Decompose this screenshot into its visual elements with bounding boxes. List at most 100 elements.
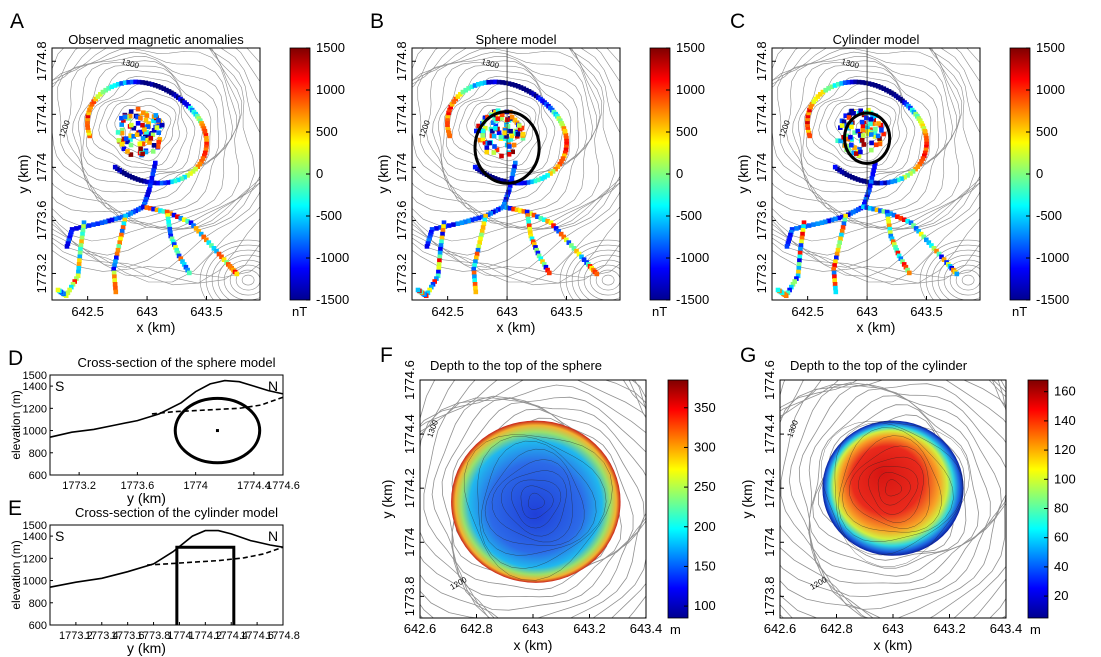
anomaly-cell xyxy=(855,128,861,134)
x-tick-label: 1774.2 xyxy=(189,630,223,642)
anomaly-cell xyxy=(138,115,143,121)
anomaly-cell xyxy=(195,164,201,169)
topo-contour xyxy=(52,48,260,256)
anomaly-cell xyxy=(934,248,939,254)
anomaly-cell xyxy=(496,130,502,135)
anomaly-cell xyxy=(526,89,532,94)
anomaly-cell xyxy=(529,179,534,185)
y-tick-label: 1200 xyxy=(23,403,47,415)
anomaly-cell xyxy=(472,164,478,170)
anomaly-cell xyxy=(119,115,124,121)
colorbar-unit: nT xyxy=(292,304,307,319)
anomaly-cell xyxy=(79,239,84,244)
colorbar-unit: m xyxy=(1030,622,1041,637)
topo-contour xyxy=(82,70,204,180)
colorbar xyxy=(1027,379,1049,619)
anomaly-cell xyxy=(128,211,133,216)
anomaly-cell xyxy=(501,204,506,210)
topo-contour xyxy=(786,55,947,203)
anomaly-cell xyxy=(166,220,171,225)
anomaly-cell xyxy=(524,209,530,215)
anomaly-cell xyxy=(885,213,890,218)
anomaly-cell xyxy=(838,138,843,144)
anomaly-cell xyxy=(430,282,436,287)
anomaly-cell xyxy=(829,217,835,223)
anomaly-cell xyxy=(811,99,817,104)
anomaly-cell xyxy=(502,202,507,207)
anomaly-cell xyxy=(161,209,167,214)
anomaly-cell xyxy=(916,228,921,234)
colorbar-tick-label: 500 xyxy=(1036,124,1058,139)
anomaly-cell xyxy=(564,135,569,141)
anomaly-cell xyxy=(449,102,455,107)
inner-contour xyxy=(821,420,970,567)
topo-contour xyxy=(780,380,1006,618)
anomaly-cell xyxy=(856,207,861,212)
topo-contour xyxy=(431,395,646,611)
anomaly-cell xyxy=(913,226,919,231)
anomaly-cell xyxy=(166,89,172,94)
anomaly-cell xyxy=(923,133,929,138)
anomaly-cell xyxy=(85,116,90,122)
anomaly-cell xyxy=(89,102,95,107)
anomaly-cell xyxy=(807,107,812,113)
anomaly-cell xyxy=(185,267,190,273)
topo-contour xyxy=(52,48,260,242)
anomaly-cell xyxy=(448,104,453,110)
topo-contour xyxy=(223,259,260,300)
anomaly-cell xyxy=(429,227,435,232)
topo-contour xyxy=(961,274,975,286)
anomaly-cell xyxy=(566,240,572,245)
anomaly-cell xyxy=(798,246,803,252)
side-label-north: N xyxy=(268,378,278,394)
anomaly-cell xyxy=(908,171,913,176)
colorbar-tick-label: 1500 xyxy=(676,40,705,55)
anomaly-cell xyxy=(151,143,157,148)
anomaly-cell xyxy=(498,134,504,140)
topo-contour xyxy=(437,65,572,187)
anomaly-cell xyxy=(805,113,811,119)
y-tick-label: 800 xyxy=(29,448,47,460)
anomaly-cell xyxy=(458,92,463,97)
topo-contour xyxy=(937,254,980,300)
anomaly-cell xyxy=(93,96,98,102)
anomaly-cell xyxy=(74,226,79,231)
anomaly-cell xyxy=(561,126,567,131)
anomaly-cell xyxy=(446,128,451,133)
topo-contour xyxy=(199,239,260,300)
anomaly-cell xyxy=(147,140,152,145)
anomaly-cell xyxy=(436,262,442,267)
y-tick-label: 1774.4 xyxy=(762,414,777,454)
anomaly-cell xyxy=(140,122,145,128)
colorbar-tick-label: -1500 xyxy=(1036,292,1069,307)
anomaly-cell xyxy=(808,104,813,110)
anomaly-cell xyxy=(198,231,204,237)
anomaly-cell xyxy=(480,225,486,230)
anomaly-cell xyxy=(146,121,151,126)
anomaly-cell xyxy=(125,149,130,154)
anomaly-cell xyxy=(203,133,209,138)
anomaly-cell xyxy=(504,134,509,139)
anomaly-cell xyxy=(72,279,77,284)
anomaly-cell xyxy=(500,80,505,85)
panel-title: Sphere model xyxy=(476,32,557,47)
anomaly-cell xyxy=(153,160,158,166)
anomaly-cell xyxy=(143,80,149,86)
anomaly-cell xyxy=(490,175,495,180)
anomaly-cell xyxy=(436,269,441,275)
anomaly-cell xyxy=(85,122,90,127)
panel-G: G Depth to the top of the cylinder 1300120… xyxy=(739,344,1076,653)
y-tick-label: 1774.2 xyxy=(762,468,777,508)
anomaly-cell xyxy=(529,90,534,96)
anomaly-cell xyxy=(480,133,485,138)
topo-contour xyxy=(788,382,1006,598)
topo-contour xyxy=(559,239,620,300)
panel-letter: C xyxy=(730,10,745,33)
anomaly-cell xyxy=(145,179,150,185)
anomaly-cell xyxy=(806,128,811,133)
inner-contour xyxy=(477,436,607,569)
anomaly-cell xyxy=(219,254,224,260)
anomaly-cell xyxy=(128,133,133,138)
anomaly-cell xyxy=(917,161,923,167)
